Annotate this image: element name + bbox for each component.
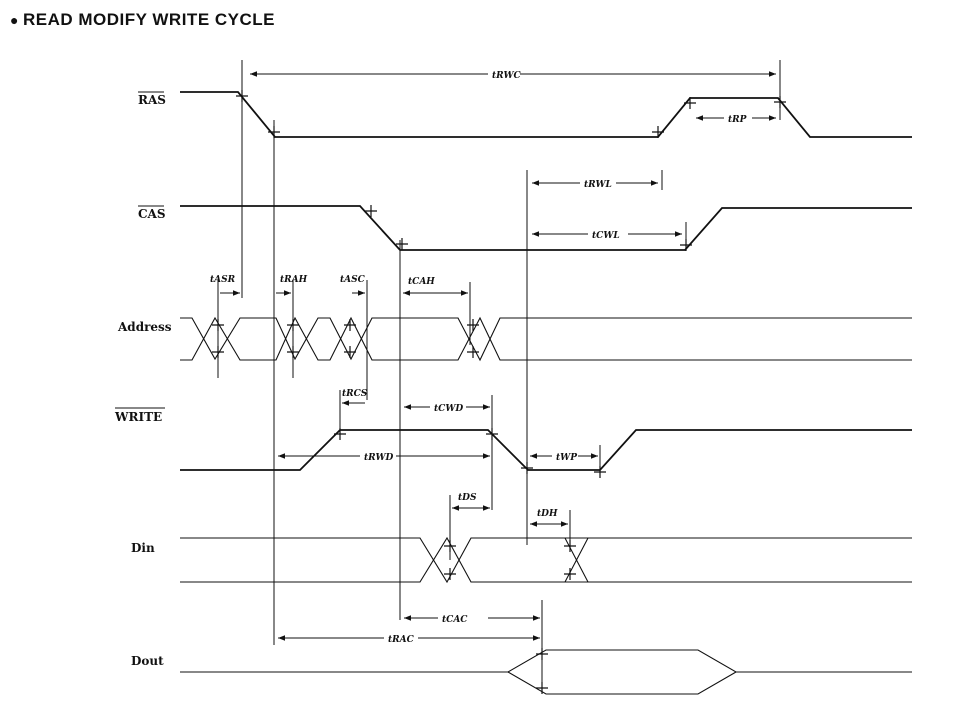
trcs-label: tRCS (342, 389, 368, 399)
din-label: Din (131, 541, 155, 555)
trwl-label: tRWL (584, 180, 612, 190)
dout-label: Dout (131, 654, 164, 668)
tdh-label: tDH (537, 509, 558, 519)
diagram-title: ● READ MODIFY WRITE CYCLE (10, 10, 275, 29)
din-bus (180, 536, 912, 584)
tasc-label: tASC (340, 275, 366, 285)
cas-waveform (180, 205, 912, 251)
tds-label: tDS (458, 493, 477, 503)
trwd-label: tRWD (364, 453, 394, 463)
address-label: Address (117, 320, 172, 334)
address-bus (180, 316, 912, 362)
cas-label: CAS (138, 207, 166, 221)
ras-label: RAS (138, 93, 166, 107)
tcac-label: tCAC (442, 615, 468, 625)
write-waveform (180, 429, 912, 471)
reference-lines (217, 60, 781, 690)
trac-label: tRAC (388, 635, 415, 645)
bullet-icon: ● (10, 12, 19, 28)
trwc-label: tRWC (492, 71, 522, 81)
trp-label: tRP (728, 115, 747, 125)
tcwl-label: tCWL (592, 231, 620, 241)
trah-label: tRAH (280, 275, 308, 285)
tcah-label: tCAH (408, 277, 435, 287)
write-label: WRITE (114, 410, 162, 424)
dimension-arrows (220, 71, 776, 641)
twp-label: tWP (556, 453, 577, 463)
crossing-ticks (212, 90, 786, 694)
tasr-label: tASR (210, 275, 236, 285)
dout-waveform (180, 649, 912, 695)
ras-waveform (180, 91, 912, 138)
tcwd-label: tCWD (434, 404, 463, 414)
